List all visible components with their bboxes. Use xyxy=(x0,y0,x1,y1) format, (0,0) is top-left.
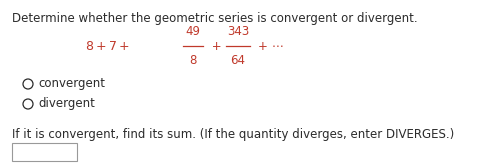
Text: $+\ \cdots$: $+\ \cdots$ xyxy=(254,40,283,52)
Text: 8: 8 xyxy=(189,54,197,67)
Bar xyxy=(12,143,77,161)
Text: 343: 343 xyxy=(227,25,249,38)
Text: +: + xyxy=(208,40,225,52)
Text: convergent: convergent xyxy=(38,77,105,91)
Text: Determine whether the geometric series is convergent or divergent.: Determine whether the geometric series i… xyxy=(12,12,417,25)
Text: 64: 64 xyxy=(230,54,245,67)
Text: If it is convergent, find its sum. (If the quantity diverges, enter DIVERGES.): If it is convergent, find its sum. (If t… xyxy=(12,128,454,141)
Text: 49: 49 xyxy=(185,25,200,38)
Text: $8 + 7 + $: $8 + 7 + $ xyxy=(85,40,130,52)
Text: divergent: divergent xyxy=(38,98,95,111)
